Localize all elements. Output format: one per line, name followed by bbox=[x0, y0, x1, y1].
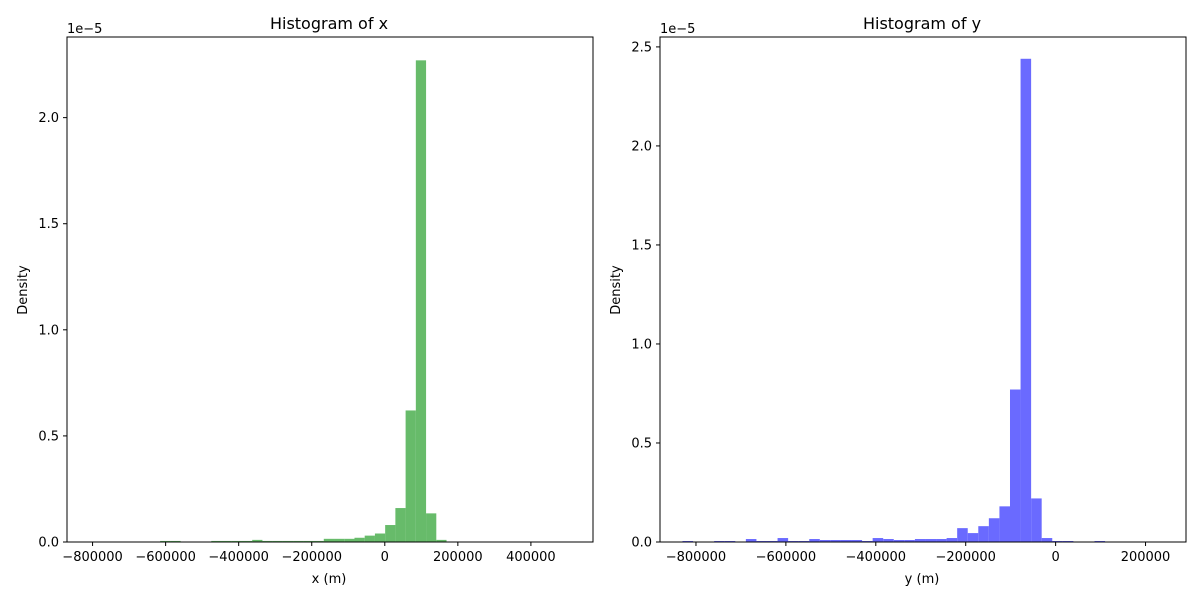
x-tick-label: −800000 bbox=[666, 550, 727, 565]
histogram-bar bbox=[851, 540, 863, 542]
histogram-bar bbox=[988, 518, 1000, 542]
y-tick-label: 0.5 bbox=[631, 436, 652, 451]
histogram-bar bbox=[777, 538, 789, 542]
x-tick-label: 0 bbox=[1051, 550, 1059, 565]
histogram-bar bbox=[914, 539, 926, 542]
x-axis-label-x: x (m) bbox=[312, 572, 347, 587]
histogram-bar bbox=[1020, 58, 1032, 542]
histogram-bar bbox=[1009, 389, 1021, 542]
histogram-bar bbox=[840, 540, 852, 542]
histogram-bar bbox=[344, 538, 355, 542]
histogram-bar bbox=[262, 540, 273, 542]
histogram-bar bbox=[819, 540, 831, 542]
histogram-bar bbox=[809, 539, 820, 542]
histogram-bar bbox=[385, 525, 396, 542]
histogram-bar bbox=[252, 539, 263, 542]
y-tick-label: 1.0 bbox=[631, 337, 652, 352]
histogram-y-panel: Histogram of y 1e−5 y (m) Density −80000… bbox=[609, 14, 1187, 587]
x-tick-label: 200000 bbox=[1121, 550, 1171, 565]
x-tick-label: −200000 bbox=[935, 550, 996, 565]
histogram-bar bbox=[925, 539, 937, 542]
x-tick-label: −200000 bbox=[281, 550, 342, 565]
histogram-bar bbox=[967, 533, 979, 542]
histogram-bar bbox=[436, 539, 447, 542]
x-tick-label: −400000 bbox=[846, 550, 907, 565]
histogram-bar bbox=[364, 535, 375, 542]
histogram-bar bbox=[313, 540, 324, 542]
histogram-bar bbox=[830, 540, 841, 542]
histogram-bar bbox=[303, 540, 314, 542]
histogram-bar bbox=[334, 538, 345, 542]
bars-x bbox=[160, 60, 447, 543]
y-tick-label: 0.0 bbox=[38, 536, 59, 551]
x-tick-label: 400000 bbox=[506, 550, 556, 565]
y-tick-label: 0.0 bbox=[631, 536, 652, 551]
x-tick-label: 200000 bbox=[433, 550, 483, 565]
histogram-bar bbox=[160, 540, 171, 542]
x-tick-label: −400000 bbox=[208, 550, 269, 565]
histogram-bar bbox=[354, 537, 365, 542]
x-axis-label-y: y (m) bbox=[905, 572, 940, 587]
histogram-bar bbox=[1041, 538, 1053, 542]
histogram-bar bbox=[221, 540, 232, 542]
histogram-bar bbox=[936, 539, 947, 542]
histogram-bar bbox=[395, 508, 406, 542]
y-tick-label: 2.0 bbox=[38, 111, 59, 126]
y-tick-label: 0.5 bbox=[38, 429, 59, 444]
histogram-bar bbox=[405, 410, 416, 542]
histogram-bar bbox=[323, 538, 335, 542]
chart-title-y: Histogram of y bbox=[863, 14, 981, 33]
histogram-bar bbox=[282, 540, 294, 542]
histogram-bar bbox=[241, 540, 253, 542]
y-ticks-y: 0.0 0.5 1.0 1.5 2.0 2.5 bbox=[631, 40, 660, 551]
histogram-bar bbox=[872, 538, 884, 542]
x-ticks-y: −800000 −600000 −400000 −200000 0 200000 bbox=[666, 542, 1171, 565]
x-ticks-x: −800000 −600000 −400000 −200000 0 200000 40000… bbox=[62, 542, 556, 565]
histogram-x-panel: Histogram of x 1e−5 x (m) Density −80000… bbox=[16, 14, 594, 587]
histogram-bar bbox=[946, 538, 958, 542]
x-tick-label: 0 bbox=[381, 550, 389, 565]
histogram-bar bbox=[999, 506, 1010, 542]
y-tick-label: 1.5 bbox=[631, 238, 652, 253]
histogram-bar bbox=[978, 526, 989, 542]
histogram-bar bbox=[904, 540, 915, 542]
histogram-bar bbox=[272, 540, 283, 542]
y-axis-label-y: Density bbox=[609, 265, 624, 315]
y-tick-label: 2.0 bbox=[631, 139, 652, 154]
histogram-bar bbox=[170, 540, 181, 542]
chart-title-x: Histogram of x bbox=[270, 14, 388, 33]
plot-frame-x bbox=[66, 36, 594, 543]
histogram-bar bbox=[883, 539, 894, 542]
histogram-bar bbox=[293, 540, 304, 542]
histogram-bar bbox=[426, 513, 437, 542]
y-offset-label-y: 1e−5 bbox=[660, 22, 695, 37]
y-axis-label-x: Density bbox=[16, 265, 31, 315]
histogram-bar bbox=[957, 528, 968, 542]
histogram-bar bbox=[211, 540, 222, 542]
y-tick-label: 1.0 bbox=[38, 323, 59, 338]
y-tick-label: 1.5 bbox=[38, 217, 59, 232]
histogram-bar bbox=[1031, 498, 1042, 542]
histogram-bar bbox=[231, 540, 242, 542]
histogram-bar bbox=[745, 539, 757, 542]
bars-y bbox=[682, 58, 1106, 542]
x-tick-label: −600000 bbox=[756, 550, 817, 565]
histogram-bar bbox=[893, 540, 905, 542]
y-offset-label-x: 1e−5 bbox=[67, 22, 102, 37]
x-tick-label: −800000 bbox=[62, 550, 123, 565]
plot-frame-y bbox=[659, 36, 1187, 543]
histogram-bar bbox=[374, 533, 386, 542]
y-ticks-x: 0.0 0.5 1.0 1.5 2.0 bbox=[38, 111, 67, 551]
x-tick-label: −600000 bbox=[135, 550, 196, 565]
y-tick-label: 2.5 bbox=[631, 40, 652, 55]
histogram-bar bbox=[415, 60, 427, 543]
